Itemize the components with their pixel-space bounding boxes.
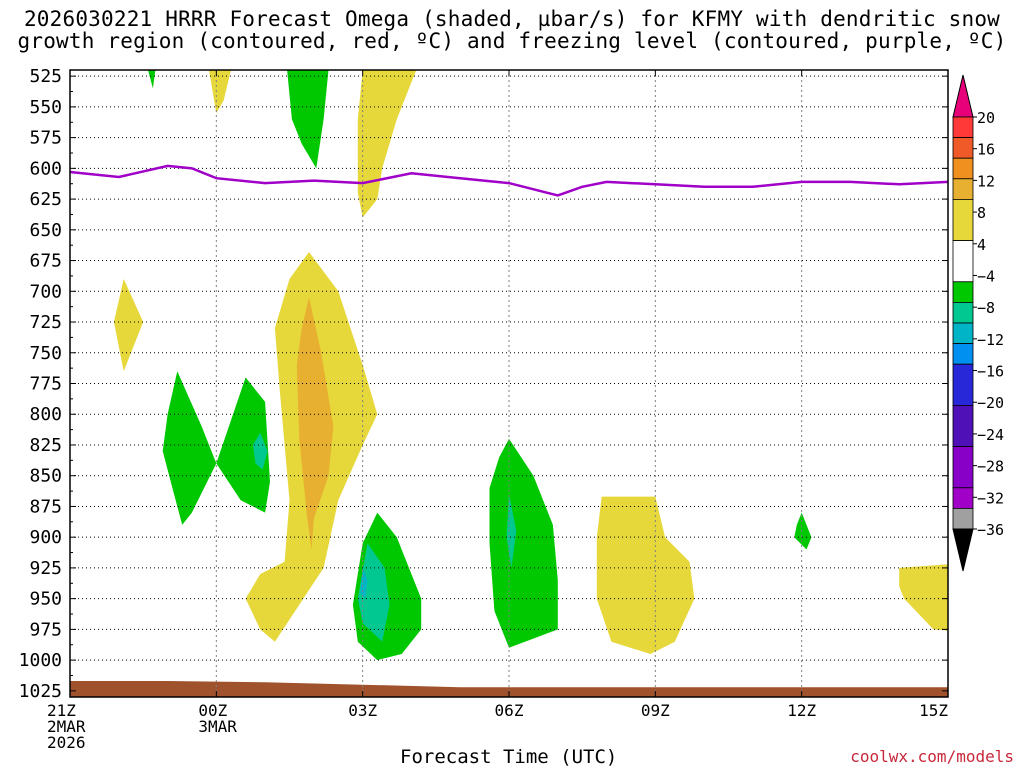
- colorbar-label-12: −32: [977, 489, 1004, 507]
- y-tick-label-700: 700: [29, 281, 62, 302]
- y-tick-label-950: 950: [29, 589, 62, 610]
- y-tick-label-650: 650: [29, 220, 62, 241]
- omega-region-teal-cell-01Z: [252, 432, 268, 470]
- omega-region-teal-cell-0330Z: [357, 543, 390, 642]
- chart-title-line1: 2026030221 HRRR Forecast Omega (shaded, …: [23, 7, 1001, 31]
- colorbar-segment-0: [952, 116, 974, 139]
- colorbar-label-4: 4: [977, 236, 986, 254]
- colorbar-label-6: −8: [977, 299, 995, 317]
- chart-title: 2026030221 HRRR Forecast Omega (shaded, …: [0, 8, 1024, 52]
- colorbar-segment-12: [952, 446, 974, 489]
- colorbar-segment-8: [952, 322, 974, 345]
- colorbar-label-7: −12: [977, 331, 1004, 349]
- colorbar-label-10: −24: [977, 426, 1004, 444]
- x-tick-label-15Z-0: 15Z: [919, 701, 948, 720]
- y-tick-label-1025: 1025: [19, 681, 62, 702]
- colorbar-top-arrow: [952, 74, 974, 118]
- ground-band: [70, 681, 948, 697]
- x-tick-label-09Z-0: 09Z: [641, 701, 670, 720]
- colorbar-segment-3: [952, 178, 974, 200]
- x-tick-label-21Z-2: 2026: [47, 733, 86, 752]
- colorbar-segment-2: [952, 157, 974, 180]
- y-tick-label-550: 550: [29, 97, 62, 118]
- x-axis-title: Forecast Time (UTC): [400, 746, 618, 768]
- x-tick-label-00Z-0: 00Z: [198, 701, 227, 720]
- colorbar-segment-5: [952, 240, 974, 283]
- x-tick-label-21Z-0: 21Z: [47, 701, 76, 720]
- colorbar-bottom-arrow: [952, 528, 974, 572]
- chart-title-line2: growth region (contoured, red, ºC) and f…: [17, 29, 1007, 53]
- colorbar-segment-11: [952, 404, 974, 447]
- colorbar-segment-1: [952, 137, 974, 159]
- colorbar-label-3: 8: [977, 204, 986, 222]
- y-tick-label-725: 725: [29, 312, 62, 333]
- freezing-level-line: [69, 164, 949, 197]
- omega-region-cyan-cell-0330Z: [360, 567, 368, 599]
- colorbar-label-2: 12: [977, 172, 995, 190]
- x-tick-label-06Z-0: 06Z: [495, 701, 524, 720]
- colorbar-label-1: 16: [977, 141, 995, 159]
- omega-region-green-tiny-2130Z: [148, 70, 156, 89]
- y-tick-label-850: 850: [29, 466, 62, 487]
- y-tick-label-625: 625: [29, 189, 62, 210]
- colorbar-segment-6: [952, 281, 974, 303]
- colorbar-label-8: −16: [977, 363, 1004, 381]
- omega-region-orange-plume-02Z: [296, 297, 334, 550]
- y-tick-label-800: 800: [29, 404, 62, 425]
- omega-region-green-column-02Z: [287, 70, 329, 169]
- y-tick-label-600: 600: [29, 158, 62, 179]
- x-tick-label-21Z-1: 2MAR: [47, 717, 86, 736]
- colorbar-label-11: −28: [977, 458, 1004, 476]
- y-tick-label-750: 750: [29, 343, 62, 364]
- colorbar-segment-4: [952, 198, 974, 241]
- colorbar-segment-7: [952, 301, 974, 324]
- colorbar-segment-10: [952, 363, 974, 406]
- colorbar-label-5: −4: [977, 267, 995, 285]
- x-tick-label-12Z-0: 12Z: [787, 701, 816, 720]
- omega-region-yellow-lens-2230Z: [113, 279, 144, 372]
- y-tick-label-900: 900: [29, 527, 62, 548]
- y-tick-label-875: 875: [29, 496, 62, 517]
- credit-text: coolwx.com/models: [850, 747, 1014, 766]
- colorbar-label-9: −20: [977, 394, 1004, 412]
- omega-region-teal-cell-0630Z: [506, 494, 517, 568]
- omega-region-yellow-column-0330Z: [357, 70, 417, 218]
- omega-region-green-cell-0630Z: [489, 438, 558, 648]
- colorbar-label-0: 20: [977, 109, 995, 127]
- omega-region-green-cell-12Z: [794, 512, 812, 550]
- y-tick-label-975: 975: [29, 619, 62, 640]
- y-tick-label-825: 825: [29, 435, 62, 456]
- x-tick-label-00Z-1: 3MAR: [198, 717, 237, 736]
- omega-region-yellow-upper-right-of-00Z: [209, 70, 231, 113]
- omega-region-green-pair-0030Z: [162, 371, 270, 525]
- y-tick-label-525: 525: [29, 66, 62, 87]
- colorbar-label-13: −36: [977, 521, 1004, 539]
- y-tick-label-575: 575: [29, 128, 62, 149]
- colorbar-segment-13: [952, 487, 974, 509]
- colorbar-segment-14: [952, 507, 974, 530]
- y-tick-label-1000: 1000: [19, 650, 62, 671]
- omega-region-yellow-cell-09Z: [596, 496, 695, 654]
- y-tick-label-775: 775: [29, 374, 62, 395]
- x-tick-label-03Z-0: 03Z: [348, 701, 377, 720]
- omega-region-yellow-cell-1430Z: [899, 564, 948, 631]
- colorbar-segment-9: [952, 343, 974, 365]
- y-tick-label-925: 925: [29, 558, 62, 579]
- y-tick-label-675: 675: [29, 251, 62, 272]
